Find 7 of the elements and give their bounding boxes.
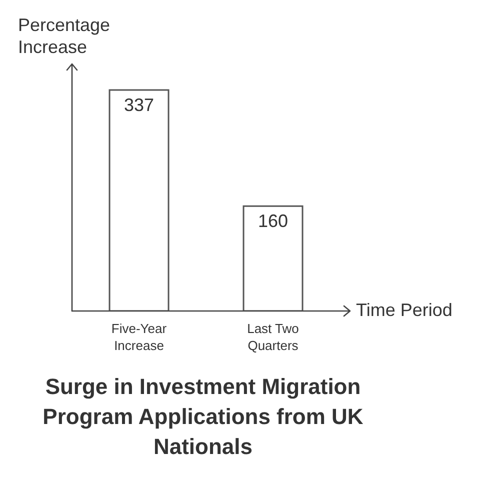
x-tick-label: Five-Year Increase [111,321,168,353]
y-axis-title: Percentage Increase [18,14,112,58]
data-label: 337 [124,94,154,115]
text: Surge in Investment Migration Program Applications from UK Nationals [42,373,364,461]
x-axis-title: Time Period [356,300,452,321]
x-tick-label: Last Two Quarters [247,321,299,353]
data-label: 160 [258,210,288,231]
